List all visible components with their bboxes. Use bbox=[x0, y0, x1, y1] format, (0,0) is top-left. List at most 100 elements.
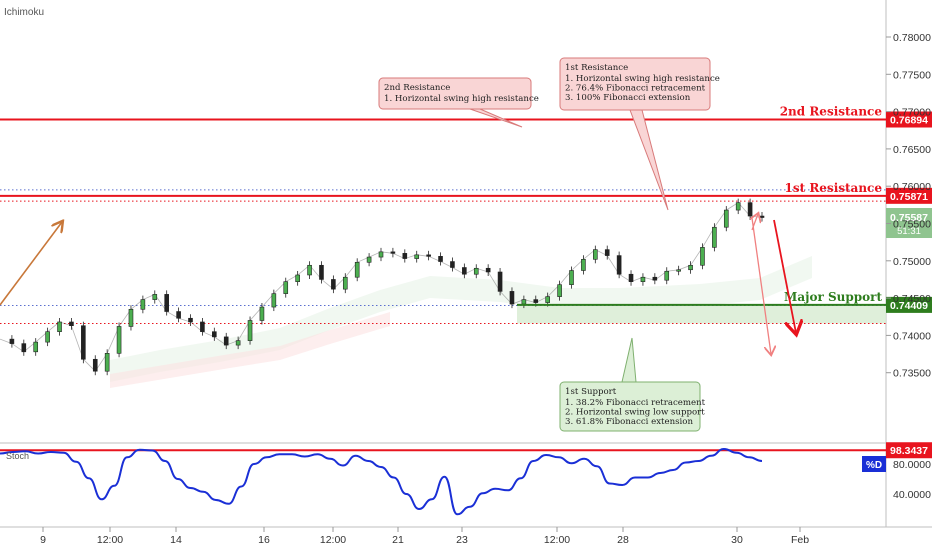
time-tick-label: 12:00 bbox=[320, 534, 346, 546]
candle[interactable] bbox=[45, 331, 50, 343]
stoch-series-badge-label: %D bbox=[866, 460, 882, 471]
price-tick-label: 0.74500 bbox=[893, 293, 931, 305]
candle[interactable] bbox=[747, 202, 753, 217]
price-tick-label: 0.76000 bbox=[893, 181, 931, 193]
candle[interactable] bbox=[212, 331, 217, 338]
target-arrow bbox=[773, 219, 796, 333]
candle[interactable] bbox=[426, 254, 431, 257]
candle[interactable] bbox=[57, 321, 62, 332]
candle[interactable] bbox=[521, 299, 527, 305]
note-line: 1. Horizontal swing high resistance bbox=[384, 94, 539, 104]
candle[interactable] bbox=[104, 353, 110, 372]
candle[interactable] bbox=[473, 267, 479, 275]
candle[interactable] bbox=[116, 326, 122, 354]
note-line: 3. 100% Fibonacci extension bbox=[565, 93, 691, 103]
price-tick-label: 0.73500 bbox=[893, 368, 931, 380]
time-tick-label: 14 bbox=[170, 534, 182, 546]
candle[interactable] bbox=[21, 343, 27, 353]
candle[interactable] bbox=[152, 294, 158, 300]
candle[interactable] bbox=[664, 270, 670, 281]
candle[interactable] bbox=[700, 247, 705, 266]
candle[interactable] bbox=[176, 311, 181, 319]
price-tick-label: 0.75000 bbox=[893, 256, 931, 268]
candle[interactable] bbox=[497, 271, 503, 292]
candle[interactable] bbox=[331, 279, 336, 290]
note-box bbox=[559, 57, 711, 111]
candle[interactable] bbox=[438, 256, 443, 262]
candle[interactable] bbox=[723, 209, 729, 228]
note-box bbox=[378, 77, 532, 110]
level-value-badge bbox=[886, 111, 932, 128]
candle[interactable] bbox=[9, 338, 15, 344]
candle[interactable] bbox=[200, 321, 205, 332]
candle[interactable] bbox=[164, 294, 169, 312]
candle[interactable] bbox=[259, 306, 265, 321]
candle[interactable] bbox=[366, 256, 372, 263]
candle[interactable] bbox=[485, 267, 491, 273]
candle[interactable] bbox=[319, 264, 324, 280]
stoch-tick-label: 80.0000 bbox=[893, 459, 931, 471]
candle[interactable] bbox=[450, 261, 455, 268]
candle[interactable] bbox=[712, 226, 717, 248]
candle[interactable] bbox=[676, 269, 681, 272]
last-price-badge bbox=[886, 208, 932, 239]
candle[interactable] bbox=[92, 358, 98, 372]
candle[interactable] bbox=[33, 341, 39, 353]
candle[interactable] bbox=[735, 202, 741, 211]
candle[interactable] bbox=[295, 274, 300, 282]
candle[interactable] bbox=[604, 249, 610, 256]
candle[interactable] bbox=[354, 261, 360, 278]
note-line: 2. 76.4% Fibonacci retracement bbox=[565, 84, 706, 94]
candle[interactable] bbox=[533, 299, 539, 303]
candle[interactable] bbox=[390, 251, 396, 254]
stoch-series-badge bbox=[862, 456, 886, 472]
candle[interactable] bbox=[628, 273, 634, 282]
candle[interactable] bbox=[342, 276, 348, 290]
candle[interactable] bbox=[569, 270, 574, 285]
candle[interactable] bbox=[414, 254, 420, 259]
candle[interactable] bbox=[402, 253, 408, 259]
candle[interactable] bbox=[69, 321, 74, 327]
candle[interactable] bbox=[378, 251, 384, 258]
candle[interactable] bbox=[509, 291, 515, 305]
stoch-tick-label: 40.0000 bbox=[893, 489, 931, 501]
price-tick-label: 0.77500 bbox=[893, 69, 931, 81]
note-pointer bbox=[629, 109, 669, 211]
time-tick-label: 21 bbox=[392, 534, 404, 546]
candle[interactable] bbox=[545, 296, 550, 303]
candle[interactable] bbox=[640, 276, 646, 282]
candle[interactable] bbox=[593, 249, 598, 260]
candle[interactable] bbox=[271, 293, 277, 308]
candle[interactable] bbox=[688, 264, 693, 271]
candle[interactable] bbox=[140, 299, 146, 310]
time-tick-label: 30 bbox=[731, 534, 743, 546]
candle[interactable] bbox=[581, 259, 586, 271]
candle[interactable] bbox=[235, 340, 241, 346]
oscillator-label: Stoch bbox=[6, 451, 29, 461]
level-name: 1st Resistance bbox=[785, 181, 883, 195]
note-line: 1. Horizontal swing high resistance bbox=[565, 74, 720, 84]
candle[interactable] bbox=[223, 336, 229, 346]
trend-arrow bbox=[0, 222, 62, 306]
candle[interactable] bbox=[128, 308, 134, 327]
candle[interactable] bbox=[307, 264, 312, 276]
candle[interactable] bbox=[462, 267, 467, 275]
candle[interactable] bbox=[616, 255, 622, 275]
candle[interactable] bbox=[247, 320, 253, 341]
level-value-label: 0.74409 bbox=[890, 300, 928, 312]
candle[interactable] bbox=[557, 284, 562, 297]
time-tick-label: 16 bbox=[258, 534, 270, 546]
candle[interactable] bbox=[188, 317, 193, 323]
candle[interactable] bbox=[652, 276, 658, 281]
candle[interactable] bbox=[283, 281, 289, 294]
level-name: 2nd Resistance bbox=[780, 105, 883, 119]
candle[interactable] bbox=[81, 325, 86, 360]
indicator-label: Ichimoku bbox=[4, 7, 44, 18]
candle[interactable] bbox=[759, 215, 765, 218]
bar-timer: 51:31 bbox=[897, 226, 921, 237]
